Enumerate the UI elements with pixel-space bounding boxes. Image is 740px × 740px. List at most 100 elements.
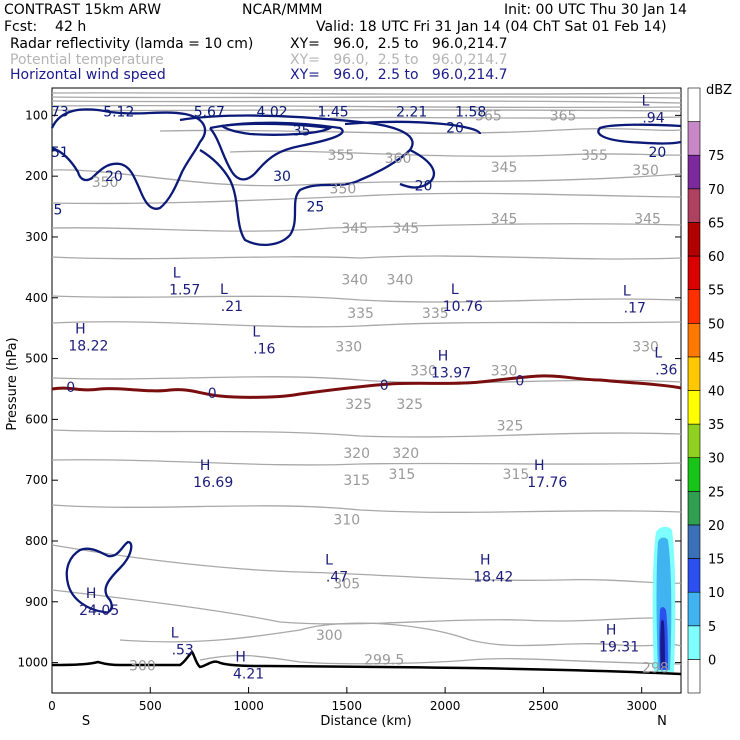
y-tick-label: 600: [25, 412, 48, 426]
colorbar-level-label: 30: [708, 452, 725, 467]
extremum-marker: L: [171, 625, 179, 641]
wind-contour-label: 20: [105, 169, 123, 185]
colorbar-level-label: 60: [708, 250, 725, 265]
freezing-level-label: 0: [515, 374, 524, 390]
y-tick-label: 1000: [17, 656, 48, 670]
theta-label: 340: [341, 273, 368, 289]
theta-label: 365: [475, 108, 502, 124]
extremum-value: 17.76: [527, 475, 567, 491]
colorbar-swatch: [687, 222, 701, 257]
endpoint-label-left: S: [82, 714, 90, 729]
theta-label: 315: [389, 467, 416, 483]
theta-label: 350: [632, 163, 659, 179]
extremum-value: 4.21: [233, 667, 264, 683]
colorbar-swatch: [687, 591, 701, 627]
extremum-marker: H: [480, 552, 491, 568]
wind-top-value: 5.12: [103, 105, 134, 121]
colorbar-swatch: [687, 659, 701, 694]
theta-label: 350: [92, 175, 119, 191]
x-tick-label: 500: [139, 699, 162, 713]
init-time: Init: 00 UTC Thu 30 Jan 14: [504, 2, 687, 18]
extremum-value: 24.05: [79, 603, 119, 619]
y-tick-label: 800: [25, 534, 48, 548]
wind-contour-label: 25: [306, 200, 324, 216]
freezing-level-label: 0: [380, 378, 389, 394]
extremum-value: 1.57: [169, 282, 200, 298]
theta-label: 345: [491, 160, 518, 176]
theta-label: 298: [642, 661, 669, 677]
colorbar-level-label: 0: [708, 653, 716, 668]
field-name-wind: Horizontal wind speed: [10, 67, 166, 83]
theta-label: 310: [333, 513, 360, 529]
wind-contour-label: 51: [51, 145, 69, 161]
x-axis-label: Distance (km): [320, 714, 411, 729]
potential-temperature-contours: [51, 92, 682, 665]
extremum-value: .53: [172, 642, 194, 658]
theta-label: 365: [550, 108, 577, 124]
y-tick-label: 500: [25, 352, 48, 366]
wind-top-value: 1.58: [455, 105, 486, 121]
theta-label: 315: [343, 473, 370, 489]
forecast-hour: Fcst: 42 h: [4, 19, 86, 35]
wind-top-value: 4.02: [257, 105, 288, 121]
colorbar-swatch: [687, 289, 701, 324]
colorbar-level-label: 50: [708, 317, 725, 332]
y-tick-label: 900: [25, 595, 48, 609]
colorbar-level-label: 55: [708, 284, 725, 299]
freezing-level-label: 0: [208, 386, 217, 402]
colorbar-swatch: [687, 322, 701, 358]
theta-label: 355: [328, 148, 355, 164]
extremum-marker: H: [200, 458, 211, 474]
extremum-marker: L: [642, 93, 650, 109]
wind-contour-label: 20: [648, 145, 666, 161]
theta-label: 345: [491, 212, 518, 228]
extremum-marker: H: [534, 458, 545, 474]
extremum-value: .94: [642, 110, 664, 126]
theta-label: 305: [333, 577, 360, 593]
theta-label: 335: [347, 306, 374, 322]
extremum-marker: H: [606, 622, 617, 638]
colorbar-level-label: 20: [708, 519, 725, 534]
extremum-marker: L: [220, 282, 228, 298]
model-title: CONTRAST 15km ARW: [4, 2, 161, 18]
colorbar-unit: dBZ: [706, 83, 732, 98]
extremum-value: 18.22: [68, 338, 108, 354]
theta-label: 330: [335, 339, 362, 355]
theta-label: 355: [581, 148, 608, 164]
extremum-marker: L: [623, 284, 631, 300]
colorbar-level-label: 40: [708, 385, 725, 400]
theta-label: 315: [503, 467, 530, 483]
colorbar-swatch: [687, 356, 701, 391]
extremum-marker: H: [235, 650, 246, 666]
colorbar-swatch: [687, 154, 701, 190]
colorbar-level-label: 45: [708, 351, 725, 366]
extremum-value: 19.31: [599, 639, 639, 655]
freezing-level-line: [51, 374, 682, 399]
colorbar-swatch: [687, 423, 701, 459]
theta-label: 300: [129, 659, 156, 675]
wind-top-value: 1.45: [318, 105, 349, 121]
theta-label: 320: [343, 446, 370, 462]
x-tick-label: 1500: [332, 699, 363, 713]
y-tick-label: 400: [25, 291, 48, 305]
theta-label: 345: [341, 221, 368, 237]
extremum-marker: H: [75, 321, 86, 337]
theta-label: 340: [387, 273, 414, 289]
valid-time: Valid: 18 UTC Fri 31 Jan 14 (04 ChT Sat …: [316, 19, 667, 35]
colorbar-swatch: [687, 255, 701, 291]
freezing-level-label: 0: [66, 380, 75, 396]
colorbar-swatch: [687, 390, 701, 425]
theta-label: 330: [410, 364, 437, 380]
wind-top-value: 73: [51, 105, 69, 121]
extremum-value: .47: [326, 569, 348, 585]
colorbar-swatch: [687, 87, 701, 122]
colorbar-level-label: 65: [708, 216, 725, 231]
y-tick-label: 700: [25, 473, 48, 487]
colorbar-level-label: 15: [708, 553, 725, 568]
theta-label: 330: [491, 364, 518, 380]
y-tick-label: 100: [25, 108, 48, 122]
extremum-value: 18.42: [473, 569, 513, 585]
field-xy-reflectivity: XY= 96.0, 2.5 to 96.0,214.7: [290, 36, 508, 52]
theta-label: 335: [422, 306, 449, 322]
extremum-marker: H: [86, 586, 97, 602]
